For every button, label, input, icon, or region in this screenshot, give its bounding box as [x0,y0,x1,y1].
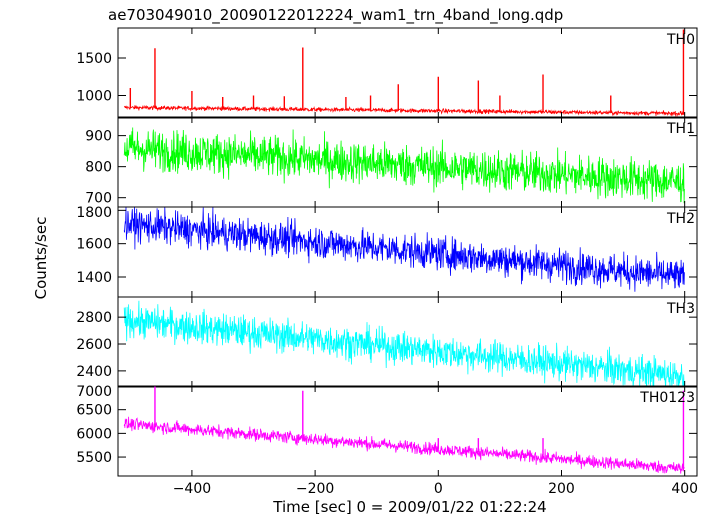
y-tick-label: 6000 [76,426,112,442]
panel-label: TH1 [666,121,695,137]
y-tick-label: 5500 [76,450,112,466]
y-tick-label: 1800 [76,205,112,221]
series-line-th3 [123,300,685,388]
y-tick-label: 2800 [76,310,112,326]
x-tick-label: 0 [434,481,443,497]
panel-th0123: 5500 6000 6500 7000 TH0123 [76,384,698,477]
y-tick-label: 900 [85,129,112,145]
panel-frame [117,206,698,298]
x-axis-label: Time [sec] 0 = 2009/01/22 01:22:24 [272,498,546,516]
y-tick-label: 1500 [76,51,112,67]
x-tick-label: 400 [671,481,698,497]
panel-frame [117,27,698,119]
panel-frame [117,296,698,388]
y-tick-label: 2600 [76,337,112,353]
y-tick-label: 7000 [76,384,112,400]
panels-group: 1000 1500 TH0 700 800 900 TH1 1400 1600 1800 TH2 24… [76,27,698,497]
y-tick-label: 2400 [76,364,112,380]
y-tick-label: 700 [85,191,112,207]
x-tick-label: −400 [173,481,211,497]
series-line-th2 [123,206,685,292]
series-line-th0 [123,104,685,118]
series-line-th1 [123,127,685,204]
y-axis-label: Counts/sec [32,217,50,300]
panel-frame [117,385,698,477]
y-tick-label: 1400 [76,270,112,286]
chart-title: ae703049010_20090122012224_wam1_trn_4ban… [108,6,563,25]
y-tick-label: 6500 [76,403,112,419]
panel-label: TH3 [666,301,695,317]
panel-label: TH0123 [639,390,695,406]
panel-th0: 1000 1500 TH0 [76,27,698,119]
series-line-th0123 [123,416,685,474]
panel-th1: 700 800 900 TH1 [85,116,698,208]
panel-th3: 2400 2600 2800 TH3 [76,296,698,388]
y-tick-label: 1600 [76,237,112,253]
panel-label: TH2 [666,211,695,227]
y-tick-label: 800 [85,160,112,176]
x-tick-label: −200 [296,481,334,497]
panel-th2: 1400 1600 1800 TH2 [76,205,698,298]
x-tick-label: 200 [548,481,575,497]
panel-label: TH0 [666,32,695,48]
y-tick-label: 1000 [76,89,112,105]
